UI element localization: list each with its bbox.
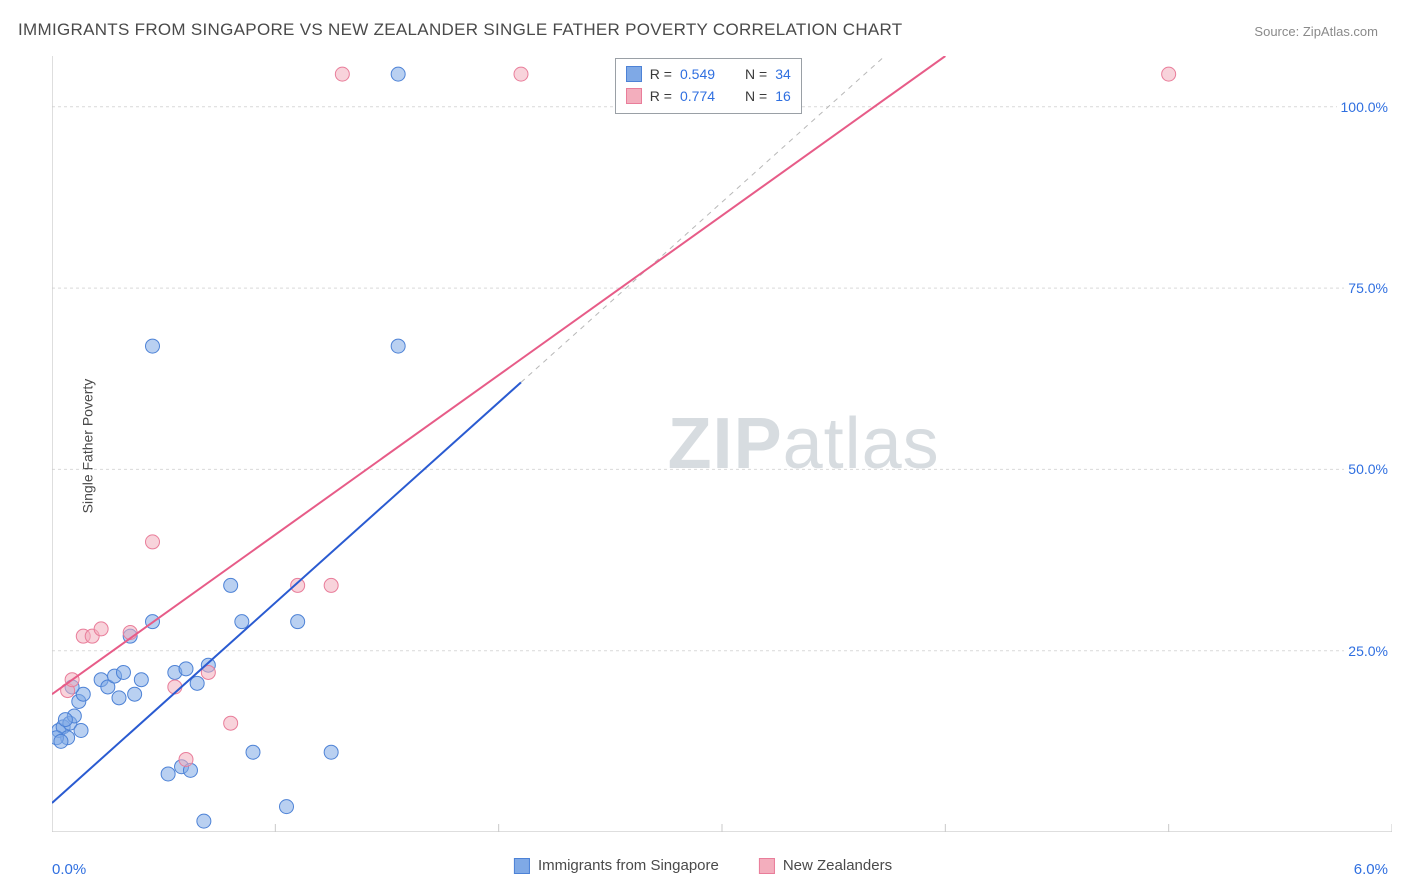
legend-row: R = 0.774 N = 16 [626, 85, 791, 107]
legend-row: R = 0.549 N = 34 [626, 63, 791, 85]
legend-label: Immigrants from Singapore [538, 857, 719, 874]
r-label: R = [650, 88, 672, 104]
correlation-legend: R = 0.549 N = 34 R = 0.774 N = 16 [615, 58, 802, 114]
source-label: Source: [1254, 24, 1299, 39]
legend-label: New Zealanders [783, 857, 892, 874]
n-label: N = [745, 88, 767, 104]
chart-title: IMMIGRANTS FROM SINGAPORE VS NEW ZEALAND… [18, 20, 903, 40]
r-value: 0.549 [680, 66, 715, 82]
y-grid-label: 100.0% [1337, 99, 1392, 115]
legend-item: Immigrants from Singapore [514, 857, 719, 874]
n-value: 16 [775, 88, 791, 104]
y-grid-label: 50.0% [1344, 461, 1392, 477]
scatter-chart [52, 56, 1392, 832]
legend-item: New Zealanders [759, 857, 892, 874]
y-grid-label: 25.0% [1344, 643, 1392, 659]
x-axis-min-label: 0.0% [52, 861, 86, 878]
legend-swatch-icon [626, 66, 642, 82]
x-axis-max-label: 6.0% [1354, 861, 1388, 878]
legend-swatch-icon [514, 858, 530, 874]
r-label: R = [650, 66, 672, 82]
plot-area: ZIPatlas R =0.549N =34R =0.774N =16 25.0… [52, 56, 1392, 832]
source-attribution: Source: ZipAtlas.com [1254, 24, 1378, 39]
series-legend: Immigrants from Singapore New Zealanders [514, 857, 892, 874]
source-value: ZipAtlas.com [1303, 24, 1378, 39]
n-label: N = [745, 66, 767, 82]
y-grid-label: 75.0% [1344, 280, 1392, 296]
legend-swatch-icon [759, 858, 775, 874]
legend-swatch-icon [626, 88, 642, 104]
r-value: 0.774 [680, 88, 715, 104]
n-value: 34 [775, 66, 791, 82]
